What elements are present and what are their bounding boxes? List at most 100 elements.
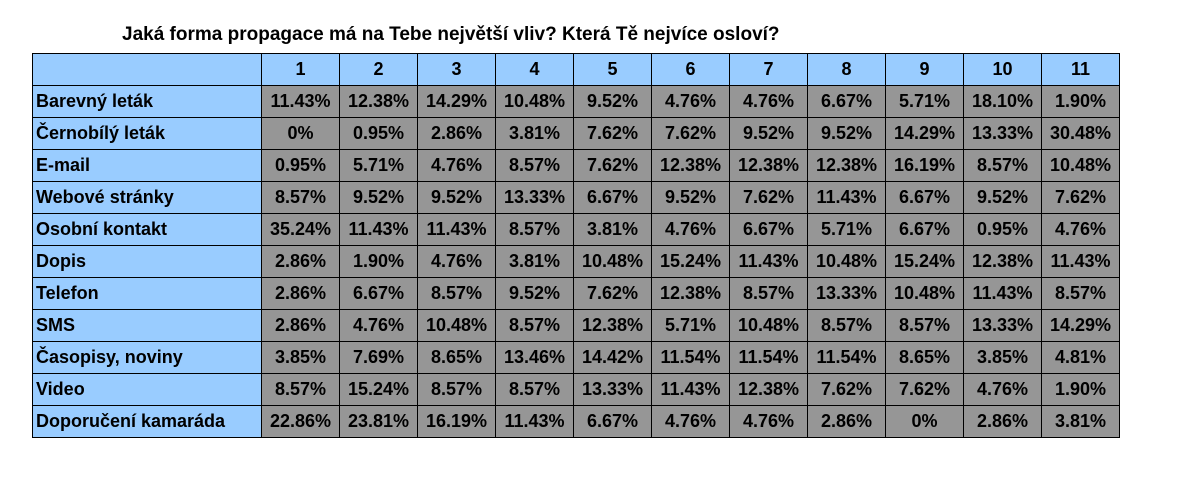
table-row: Barevný leták 11.43% 12.38% 14.29% 10.48% 9.5… (32, 85, 1120, 118)
column-header: 6 (651, 53, 730, 86)
column-header: 1 (261, 53, 340, 86)
cell: 11.54% (729, 341, 808, 374)
row-label: Dopis (32, 245, 262, 278)
cell: 12.38% (729, 373, 808, 406)
table-row: Osobní kontakt 35.24% 11.43% 11.43% 8.57% 3.8… (32, 213, 1120, 246)
header-row: 1 2 3 4 5 6 7 8 9 10 11 (32, 53, 1120, 86)
column-header: 3 (417, 53, 496, 86)
cell: 2.86% (807, 405, 886, 438)
cell: 0.95% (963, 213, 1042, 246)
cell: 8.65% (885, 341, 964, 374)
row-label: E-mail (32, 149, 262, 182)
cell: 9.52% (807, 117, 886, 150)
cell: 13.33% (963, 309, 1042, 342)
cell: 13.46% (495, 341, 574, 374)
cell: 9.52% (417, 181, 496, 214)
cell: 35.24% (261, 213, 340, 246)
cell: 2.86% (261, 309, 340, 342)
title: Jaká forma propagace má na Tebe největší… (122, 24, 780, 45)
table-row: Webové stránky 8.57% 9.52% 9.52% 13.33% 6.67%… (32, 181, 1120, 214)
cell: 12.38% (651, 277, 730, 310)
column-header: 9 (885, 53, 964, 86)
cell: 11.43% (339, 213, 418, 246)
cell: 8.57% (963, 149, 1042, 182)
cell: 30.48% (1041, 117, 1120, 150)
table-row: SMS 2.86% 4.76% 10.48% 8.57% 12.38% 5.71% 10.48… (32, 309, 1120, 342)
cell: 10.48% (417, 309, 496, 342)
cell: 11.43% (807, 181, 886, 214)
cell: 3.81% (573, 213, 652, 246)
cell: 11.43% (495, 405, 574, 438)
cell: 11.43% (729, 245, 808, 278)
cell: 18.10% (963, 85, 1042, 118)
cell: 11.43% (261, 85, 340, 118)
cell: 11.43% (417, 213, 496, 246)
cell: 2.86% (963, 405, 1042, 438)
cell: 4.76% (1041, 213, 1120, 246)
cell: 0% (885, 405, 964, 438)
cell: 11.54% (651, 341, 730, 374)
table-body: Barevný leták 11.43% 12.38% 14.29% 10.48% 9.5… (32, 85, 1120, 438)
cell: 10.48% (1041, 149, 1120, 182)
row-label: Černobílý leták (32, 117, 262, 150)
cell: 14.29% (885, 117, 964, 150)
cell: 8.57% (417, 277, 496, 310)
cell: 9.52% (339, 181, 418, 214)
cell: 10.48% (885, 277, 964, 310)
column-header: 4 (495, 53, 574, 86)
row-label: Video (32, 373, 262, 406)
table-row: E-mail 0.95% 5.71% 4.76% 8.57% 7.62% 12.38% 12.… (32, 149, 1120, 182)
cell: 0.95% (339, 117, 418, 150)
cell: 5.71% (807, 213, 886, 246)
cell: 10.48% (495, 85, 574, 118)
cell: 2.86% (417, 117, 496, 150)
cell: 14.42% (573, 341, 652, 374)
cell: 12.38% (573, 309, 652, 342)
cell: 12.38% (807, 149, 886, 182)
cell: 2.86% (261, 277, 340, 310)
cell: 4.76% (729, 85, 808, 118)
row-label: Doporučení kamaráda (32, 405, 262, 438)
row-label: SMS (32, 309, 262, 342)
cell: 16.19% (417, 405, 496, 438)
cell: 10.48% (729, 309, 808, 342)
cell: 6.67% (885, 181, 964, 214)
cell: 8.57% (885, 309, 964, 342)
cell: 6.67% (807, 85, 886, 118)
table-row: Doporučení kamaráda 22.86% 23.81% 16.19% 11.… (32, 405, 1120, 438)
cell: 9.52% (963, 181, 1042, 214)
cell: 4.76% (417, 149, 496, 182)
cell: 16.19% (885, 149, 964, 182)
cell: 12.38% (651, 149, 730, 182)
cell: 6.67% (885, 213, 964, 246)
cell: 15.24% (885, 245, 964, 278)
cell: 10.48% (807, 245, 886, 278)
cell: 6.67% (729, 213, 808, 246)
cell: 7.62% (1041, 181, 1120, 214)
cell: 9.52% (651, 181, 730, 214)
cell: 12.38% (963, 245, 1042, 278)
row-label: Webové stránky (32, 181, 262, 214)
cell: 12.38% (729, 149, 808, 182)
cell: 4.76% (339, 309, 418, 342)
cell: 8.57% (261, 373, 340, 406)
column-header: 11 (1041, 53, 1120, 86)
cell: 4.76% (651, 405, 730, 438)
column-header: 5 (573, 53, 652, 86)
row-label: Telefon (32, 277, 262, 310)
cell: 1.90% (339, 245, 418, 278)
cell: 6.67% (573, 181, 652, 214)
column-header: 8 (807, 53, 886, 86)
cell: 14.29% (417, 85, 496, 118)
cell: 8.57% (1041, 277, 1120, 310)
cell: 13.33% (807, 277, 886, 310)
cell: 13.33% (963, 117, 1042, 150)
cell: 7.62% (573, 149, 652, 182)
table-row: Časopisy, noviny 3.85% 7.69% 8.65% 13.46% 14.… (32, 341, 1120, 374)
cell: 15.24% (651, 245, 730, 278)
table-row: Video 8.57% 15.24% 8.57% 8.57% 13.33% 11.43% 12… (32, 373, 1120, 406)
column-header: 7 (729, 53, 808, 86)
cell: 3.85% (261, 341, 340, 374)
cell: 11.43% (963, 277, 1042, 310)
